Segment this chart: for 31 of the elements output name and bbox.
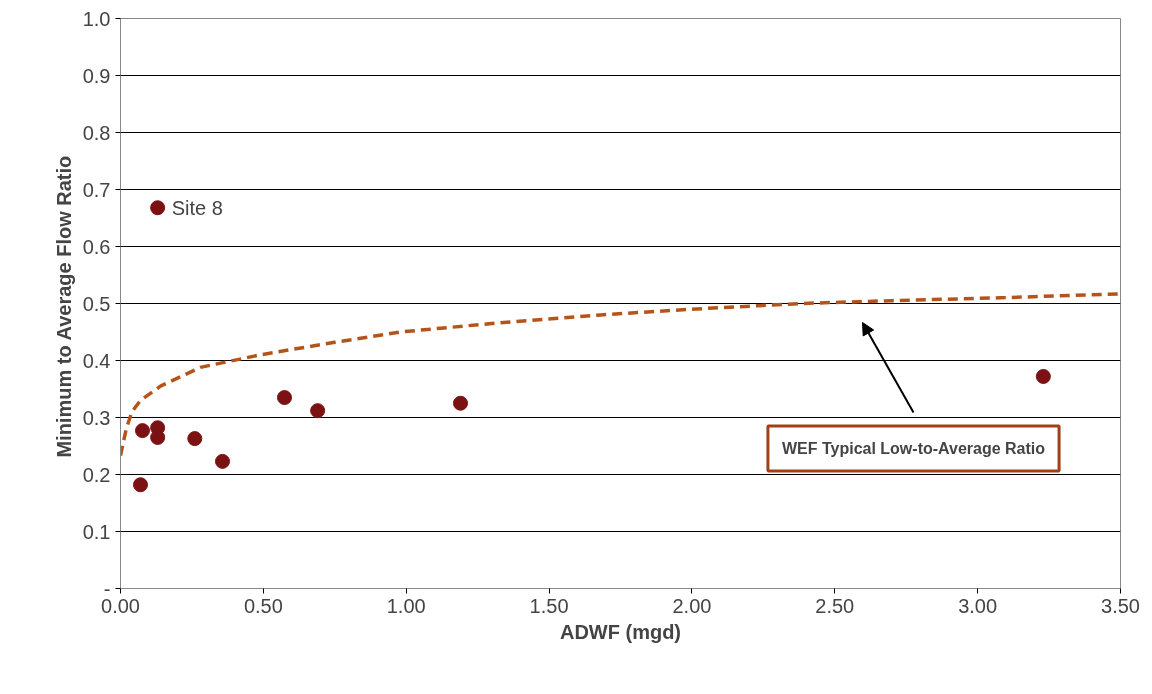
y-tick-label: 0.9 xyxy=(82,64,111,87)
point xyxy=(135,423,150,439)
x-tick-label: 0.50 xyxy=(243,594,283,617)
x-tick-label: 2.50 xyxy=(815,594,855,617)
point xyxy=(187,431,203,447)
point xyxy=(277,390,292,406)
x-tick-label: 2.00 xyxy=(672,594,712,617)
y-tick-label: 0.5 xyxy=(82,292,111,315)
y-tick-label: 0.7 xyxy=(82,178,111,201)
point xyxy=(133,477,148,493)
y-tick-label: 0.8 xyxy=(82,121,111,144)
y-tick-label: 0.1 xyxy=(82,520,111,543)
y-axis-title: Minimum to Average Flow Ratio xyxy=(52,155,75,458)
y-tick-label: 0.6 xyxy=(82,235,111,258)
y-tick-label: 0.4 xyxy=(82,349,111,372)
annotation: WEF Typical Low-to-Average Ratio xyxy=(781,440,1046,457)
y-tick-label: 0.2 xyxy=(82,463,111,486)
y-tick-label: 0.3 xyxy=(82,406,111,429)
x-tick-label: 3.00 xyxy=(958,594,998,617)
point xyxy=(150,200,166,216)
y-tick-label: 1.0 xyxy=(82,7,111,30)
x-tick-label: 1.00 xyxy=(386,594,426,617)
point xyxy=(453,395,468,411)
line-series xyxy=(120,292,1121,458)
point xyxy=(310,403,326,419)
point xyxy=(215,453,230,469)
annotation: Site 8 xyxy=(171,196,223,219)
x-axis-title: ADWF (mgd) xyxy=(559,620,682,643)
x-tick-label: 3.50 xyxy=(1101,594,1140,617)
x-tick-label: 1.50 xyxy=(529,594,569,617)
point xyxy=(1035,368,1051,384)
